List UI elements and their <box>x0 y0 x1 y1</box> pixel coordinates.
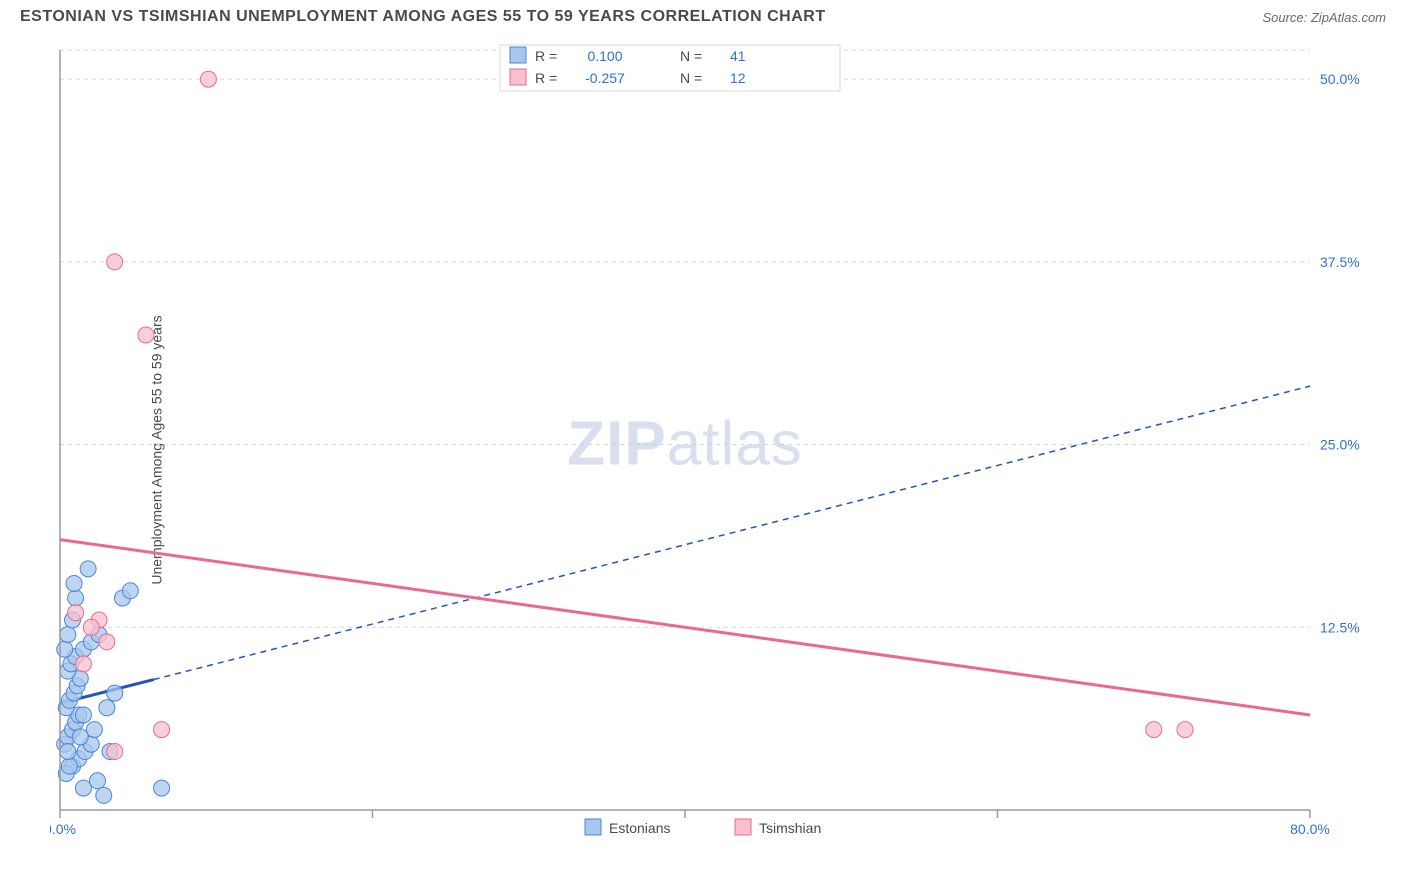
scatter-point <box>1146 722 1162 738</box>
scatter-point <box>68 590 84 606</box>
legend-n-value: 41 <box>730 48 746 64</box>
legend-n-label: N = <box>680 48 702 64</box>
title-bar: ESTONIAN VS TSIMSHIAN UNEMPLOYMENT AMONG… <box>0 0 1406 30</box>
scatter-point <box>66 575 82 591</box>
scatter-point <box>83 619 99 635</box>
scatter-point <box>60 744 76 760</box>
scatter-point <box>72 729 88 745</box>
scatter-point <box>122 583 138 599</box>
scatter-point <box>1177 722 1193 738</box>
scatter-point <box>107 744 123 760</box>
scatter-point <box>75 656 91 672</box>
legend-swatch <box>735 819 751 835</box>
scatter-point <box>75 780 91 796</box>
scatter-point <box>57 641 73 657</box>
chart-container: Unemployment Among Ages 55 to 59 years Z… <box>50 40 1390 860</box>
watermark: ZIPatlas <box>567 410 802 479</box>
y-tick-label: 50.0% <box>1320 71 1360 87</box>
x-tick-label: 80.0% <box>1290 821 1330 837</box>
scatter-point <box>154 780 170 796</box>
scatter-point <box>154 722 170 738</box>
legend-series-label: Estonians <box>609 820 670 836</box>
legend-r-label: R = <box>535 70 557 86</box>
scatter-point <box>96 787 112 803</box>
correlation-scatter-chart: ZIPatlas 0.0% 80.0% 12.5% 25.0% 37.5% 50.0% R =… <box>50 40 1390 860</box>
y-tick-label: 25.0% <box>1320 437 1360 453</box>
scatter-point <box>80 561 96 577</box>
y-tick-label: 12.5% <box>1320 619 1360 635</box>
y-tick-label: 37.5% <box>1320 254 1360 270</box>
scatter-point <box>61 758 77 774</box>
scatter-point <box>86 722 102 738</box>
legend-r-label: R = <box>535 48 557 64</box>
scatter-point <box>99 700 115 716</box>
legend-r-value: 0.100 <box>587 48 622 64</box>
scatter-point <box>107 254 123 270</box>
legend-swatch <box>510 47 526 63</box>
scatter-point <box>68 605 84 621</box>
scatter-point <box>99 634 115 650</box>
scatter-point <box>138 327 154 343</box>
scatter-point <box>90 773 106 789</box>
chart-source: Source: ZipAtlas.com <box>1262 10 1386 25</box>
legend-r-value: -0.257 <box>585 70 625 86</box>
legend-swatch <box>510 69 526 85</box>
legend-n-label: N = <box>680 70 702 86</box>
legend-n-value: 12 <box>730 70 746 86</box>
scatter-point <box>60 627 76 643</box>
x-tick-label: 0.0% <box>50 821 76 837</box>
scatter-point <box>107 685 123 701</box>
scatter-point <box>75 707 91 723</box>
legend-swatch <box>585 819 601 835</box>
legend-series-label: Tsimshian <box>759 820 821 836</box>
chart-title: ESTONIAN VS TSIMSHIAN UNEMPLOYMENT AMONG… <box>20 8 826 26</box>
scatter-point <box>200 71 216 87</box>
